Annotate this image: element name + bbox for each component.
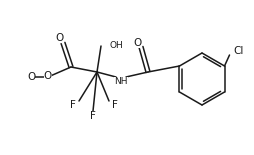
Text: O: O [56,33,64,43]
Text: O: O [27,72,35,82]
Text: F: F [112,100,118,110]
Text: OH: OH [109,40,123,49]
Text: F: F [90,111,96,121]
Text: O: O [44,71,52,81]
Text: NH: NH [114,77,128,86]
Text: Cl: Cl [233,46,244,56]
Text: F: F [70,100,76,110]
Text: O: O [133,38,141,48]
